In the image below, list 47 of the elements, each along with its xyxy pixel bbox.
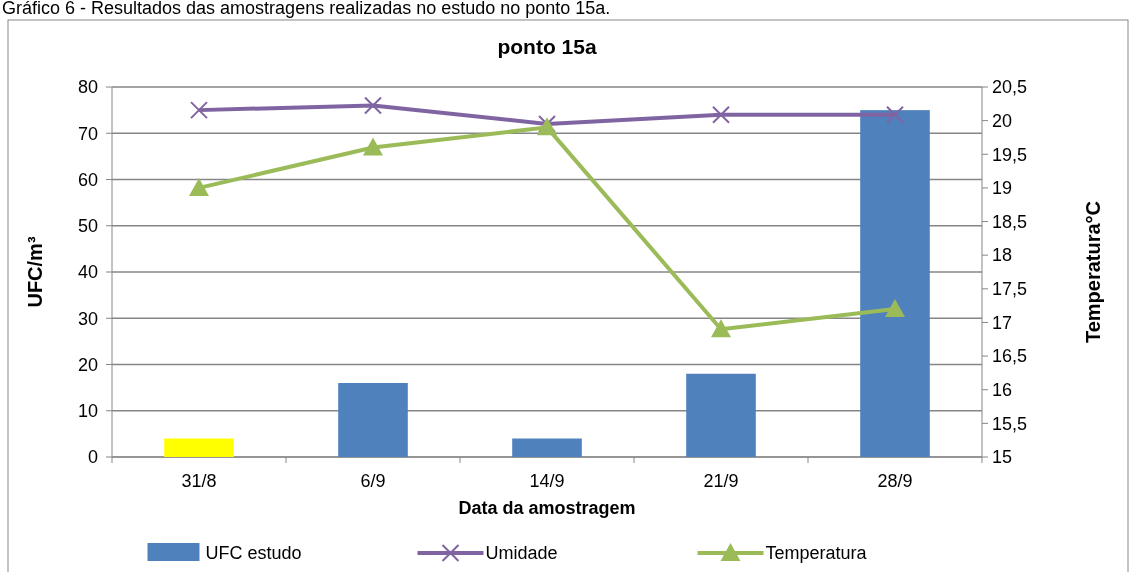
x-tick-label: 31/8	[181, 471, 217, 491]
x-tick-label: 6/9	[360, 471, 386, 491]
legend-label: Umidade	[485, 543, 558, 564]
y2-tick-label: 18,5	[992, 211, 1028, 232]
text: Gráfico 6 - Resultados das amostragens realizadas no estudo no ponto 15a.	[2, 0, 611, 18]
y-tick-label: 80	[77, 77, 98, 98]
y-tick-label: 70	[77, 123, 98, 144]
chart-title: ponto 15a	[497, 35, 597, 58]
point	[712, 105, 730, 124]
x-tick-label: 21/9	[703, 471, 739, 491]
y-tick-label: 50	[77, 216, 98, 237]
y2-tick-label: 19	[992, 178, 1013, 199]
point	[190, 101, 208, 120]
y2-axis-title: Temperatura°C	[1082, 200, 1104, 344]
x-axis-title: Data da amostragem	[458, 498, 636, 518]
y2-tick-label: 17	[992, 312, 1013, 333]
point	[189, 177, 209, 196]
bar	[686, 373, 756, 457]
y2-tick-label: 15	[992, 447, 1013, 468]
y-tick-label: 30	[77, 308, 98, 329]
legend-label: UFC estudo	[205, 543, 302, 564]
y-axis-title: UFC/m³	[24, 236, 46, 308]
bar	[164, 438, 234, 457]
bar	[512, 438, 582, 457]
point	[885, 299, 905, 317]
x-tick-label: 28/9	[877, 471, 913, 491]
y-tick-label: 60	[77, 169, 98, 190]
y2-tick-label: 17,5	[992, 279, 1028, 300]
bar	[338, 383, 408, 457]
y-tick-label: 40	[77, 262, 98, 283]
bar	[860, 110, 930, 457]
y2-tick-label: 20	[992, 110, 1013, 131]
y2-tick-label: 16,5	[992, 346, 1028, 367]
y2-tick-label: 16	[992, 380, 1013, 401]
point	[711, 319, 731, 338]
y2-tick-label: 15,5	[992, 413, 1028, 434]
point	[364, 96, 382, 115]
y-tick-label: 0	[87, 447, 98, 468]
y2-tick-label: 20,5	[992, 77, 1028, 98]
x-tick-label: 14/9	[529, 471, 565, 491]
y-tick-label: 20	[77, 354, 98, 375]
y2-tick-label: 18	[992, 245, 1013, 266]
point	[886, 105, 904, 124]
y-tick-label: 10	[77, 401, 98, 422]
y2-tick-label: 19,5	[992, 144, 1028, 165]
legend-label: Temperatura	[765, 543, 868, 564]
point	[363, 137, 383, 156]
